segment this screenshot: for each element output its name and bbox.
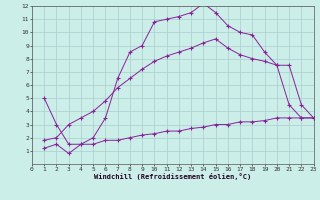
X-axis label: Windchill (Refroidissement éolien,°C): Windchill (Refroidissement éolien,°C)	[94, 173, 252, 180]
